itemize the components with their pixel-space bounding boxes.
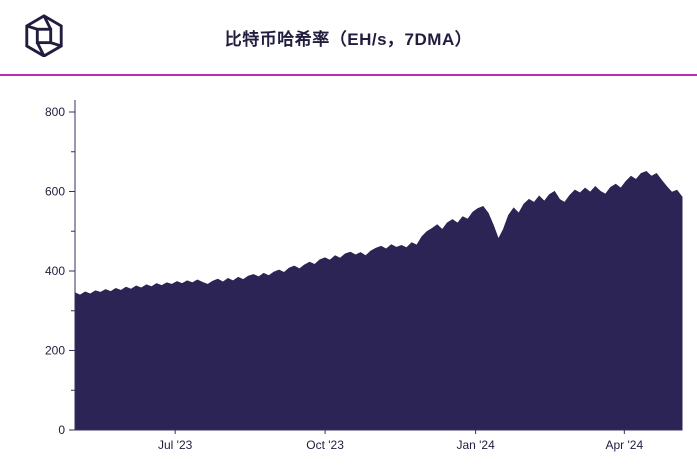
hashrate-area-chart: 0 200 400 600 800 Jul '23 Oct '23 Jan '24 Apr '2…: [45, 100, 683, 452]
header-accent-line: [0, 74, 697, 76]
chart-title: 比特币哈希率（EH/s，7DMA）: [224, 29, 473, 49]
svg-text:0: 0: [58, 423, 65, 437]
svg-text:Apr '24: Apr '24: [606, 438, 644, 452]
chart-header: 比特币哈希率（EH/s，7DMA）: [0, 0, 697, 74]
svg-text:600: 600: [45, 185, 65, 199]
svg-text:400: 400: [45, 264, 65, 278]
the-block-logo[interactable]: [20, 13, 68, 62]
svg-text:800: 800: [45, 105, 65, 119]
chart-area: 0 200 400 600 800 Jul '23 Oct '23 Jan '24 Apr '2…: [0, 76, 697, 465]
svg-text:Jan '24: Jan '24: [456, 438, 495, 452]
cube-logo-icon: [21, 13, 67, 62]
svg-text:Oct '23: Oct '23: [306, 438, 344, 452]
svg-text:Jul '23: Jul '23: [158, 438, 193, 452]
svg-text:200: 200: [45, 344, 65, 358]
